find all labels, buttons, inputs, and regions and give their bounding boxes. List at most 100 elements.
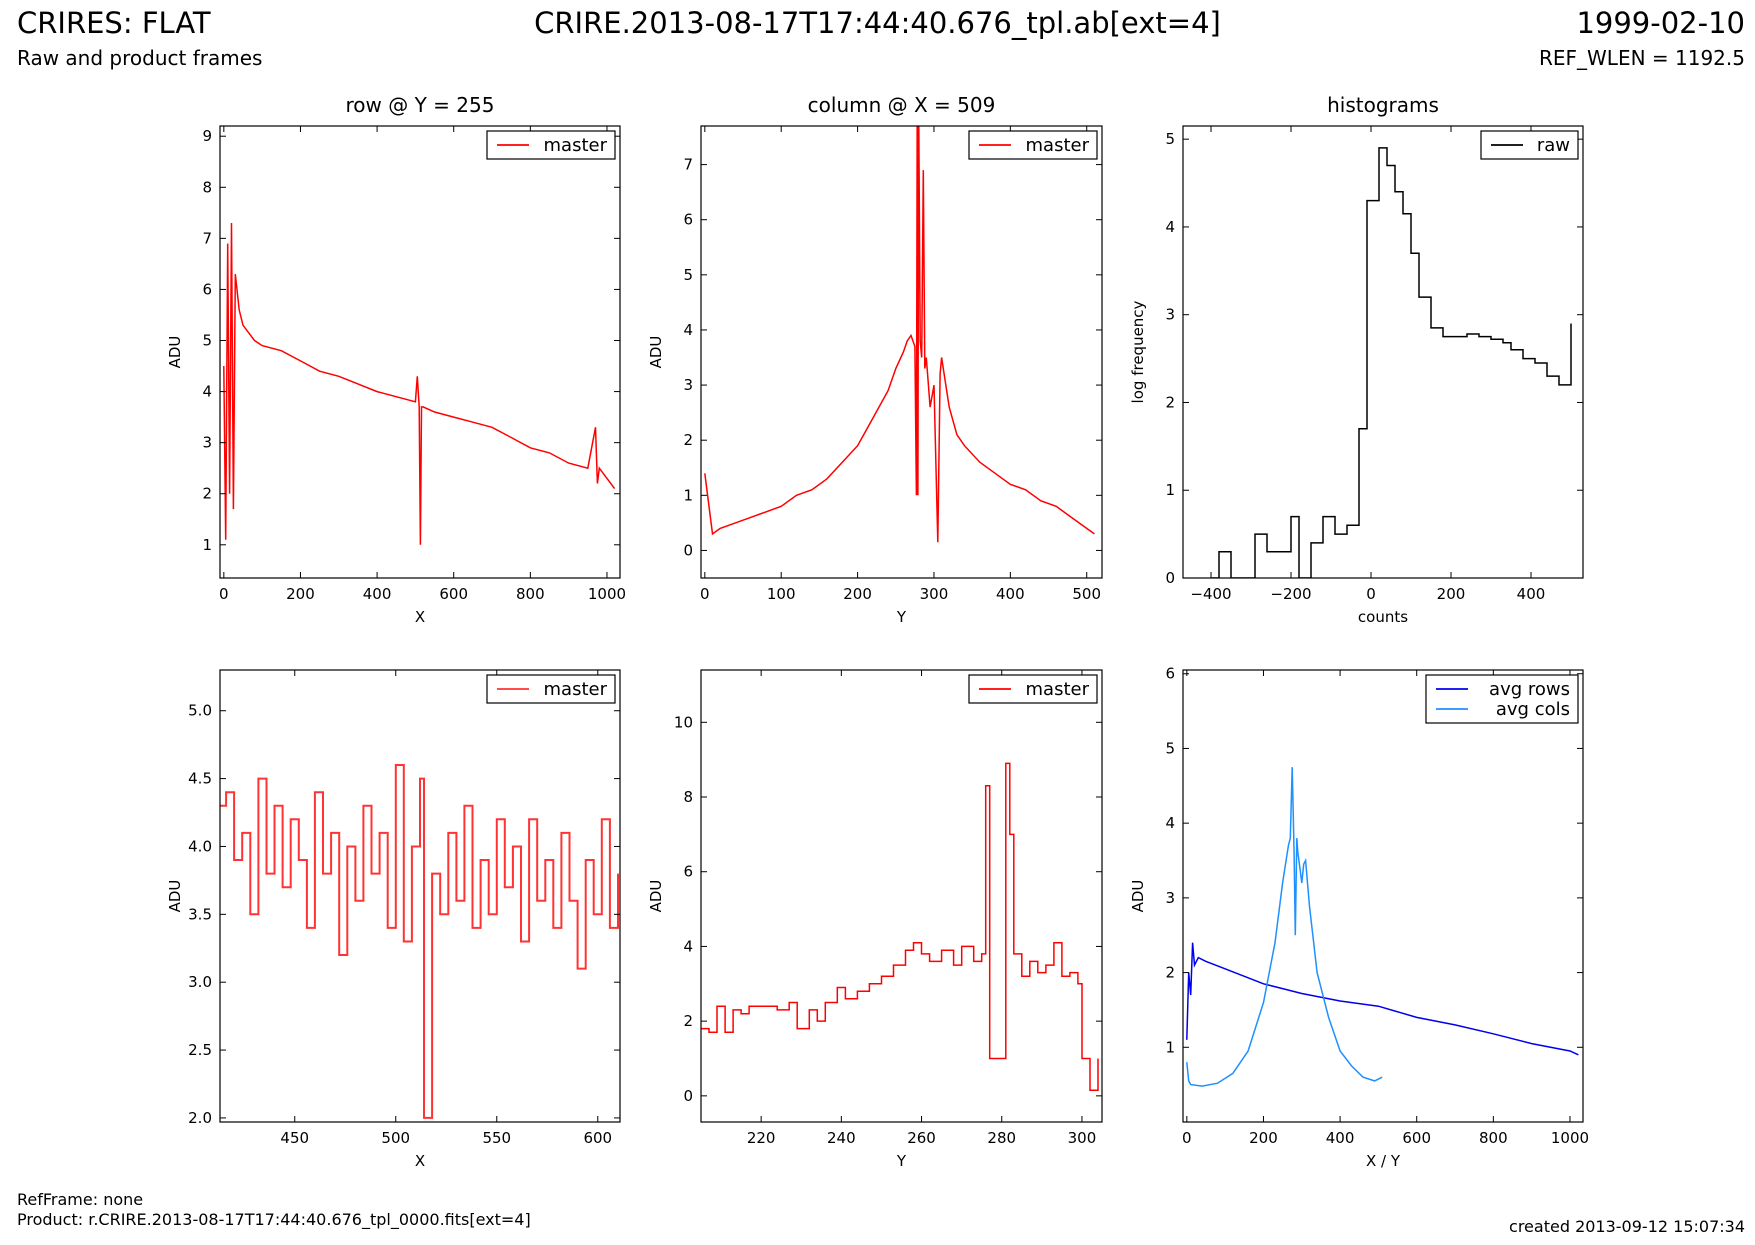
- x-tick-label: 300: [920, 585, 949, 603]
- y-tick-label: 4.5: [188, 770, 212, 788]
- x-tick-label: 600: [583, 1129, 612, 1147]
- x-axis-label: counts: [1358, 608, 1408, 626]
- y-tick-label: 2: [1165, 964, 1175, 982]
- x-tick-label: 100: [767, 585, 796, 603]
- y-tick-label: 10: [674, 713, 693, 731]
- x-tick-label: 0: [1366, 585, 1376, 603]
- y-tick-label: 1: [1165, 1038, 1175, 1056]
- x-tick-label: 500: [381, 1129, 410, 1147]
- chart-avg: 0 200 400 600 800 1000 1 2 3 4 5 6 X / Y ADU avg rowsa…: [1129, 665, 1589, 1170]
- y-tick-label: 0: [683, 541, 693, 559]
- x-tick-label: 1000: [588, 585, 626, 603]
- y-tick-label: 5: [202, 332, 212, 350]
- y-tick-label: 4: [683, 321, 693, 339]
- x-tick-label: 400: [363, 585, 392, 603]
- created-label: created 2013-09-12 15:07:34: [1509, 1217, 1745, 1236]
- x-tick-label: 0: [219, 585, 229, 603]
- y-tick-label: 5.0: [188, 702, 212, 720]
- y-tick-label: 2: [683, 431, 693, 449]
- legend-label: avg cols: [1496, 699, 1570, 720]
- legend-label: avg rows: [1489, 679, 1570, 700]
- y-tick-label: 0: [1165, 569, 1175, 587]
- series-line-raw: [1211, 147, 1572, 578]
- y-tick-label: 2.5: [188, 1041, 212, 1059]
- x-tick-label: 200: [1249, 1129, 1278, 1147]
- chart-histograms: −400 −200 0 200 400 0 1 2 3 4 5 counts log frequency…: [1129, 93, 1584, 626]
- y-axis-label: log frequency: [1129, 300, 1147, 403]
- y-tick-label: 5: [1165, 130, 1175, 148]
- y-tick-label: 6: [683, 863, 693, 881]
- series-line-master: [701, 762, 1099, 1091]
- y-tick-label: 6: [202, 280, 212, 298]
- y-tick-label: 5: [683, 266, 693, 284]
- legend: master: [968, 130, 1098, 160]
- y-tick-label: 9: [202, 127, 212, 145]
- x-axis-label: X / Y: [1366, 1152, 1401, 1170]
- y-axis-label: ADU: [1129, 880, 1147, 913]
- x-tick-label: 300: [1068, 1129, 1097, 1147]
- legend-label: master: [1026, 679, 1090, 700]
- x-tick-label: 600: [439, 585, 468, 603]
- legend-label: raw: [1537, 135, 1570, 156]
- y-axis-label: ADU: [166, 336, 184, 369]
- y-tick-label: 0: [683, 1087, 693, 1105]
- x-tick-label: 0: [1182, 1129, 1192, 1147]
- y-tick-label: 3: [202, 434, 212, 452]
- series-line-master: [704, 126, 1095, 543]
- x-axis-label: X: [415, 1152, 425, 1170]
- legend-label: master: [544, 679, 608, 700]
- y-tick-label: 3: [683, 376, 693, 394]
- series-line-master: [223, 222, 616, 545]
- x-tick-label: 0: [700, 585, 710, 603]
- legend: master: [486, 130, 616, 160]
- y-axis-label: ADU: [647, 336, 665, 369]
- x-tick-label: 200: [286, 585, 315, 603]
- chart-row-zoom: 450 500 550 600 2.0 2.5 3.0 3.5 4.0 4.5 5.0 X ADU mas…: [166, 669, 621, 1170]
- x-tick-label: 500: [1072, 585, 1101, 603]
- plot-frame: [219, 125, 621, 579]
- y-tick-label: 6: [683, 211, 693, 229]
- chart-title: row @ Y = 255: [346, 93, 495, 117]
- x-tick-label: −200: [1270, 585, 1311, 603]
- x-axis-label: X: [415, 608, 425, 626]
- legend-label: master: [544, 135, 608, 156]
- file-title: CRIRE.2013-08-17T17:44:40.676_tpl.ab[ext…: [534, 6, 1221, 40]
- x-tick-label: 800: [516, 585, 545, 603]
- x-tick-label: 400: [1326, 1129, 1355, 1147]
- x-tick-label: 200: [843, 585, 872, 603]
- x-axis-label: Y: [896, 608, 907, 626]
- y-tick-label: 6: [1165, 665, 1175, 683]
- y-axis-label: ADU: [166, 880, 184, 913]
- y-tick-label: 7: [683, 156, 693, 174]
- series-line-avg-cols: [1186, 767, 1383, 1087]
- x-axis-label: Y: [896, 1152, 907, 1170]
- y-tick-label: 3: [1165, 889, 1175, 907]
- y-tick-label: 4: [1165, 218, 1175, 236]
- x-tick-label: 1000: [1551, 1129, 1589, 1147]
- series-line-avg-rows: [1186, 942, 1579, 1056]
- x-tick-label: 450: [280, 1129, 309, 1147]
- plot-frame: [1182, 669, 1584, 1123]
- chart-column: 0 100 200 300 400 500 0 1 2 3 4 5 6 7 Y ADU column @ X =…: [647, 93, 1103, 626]
- x-tick-label: 400: [1517, 585, 1546, 603]
- y-tick-label: 3: [1165, 306, 1175, 324]
- series-line-master: [220, 764, 619, 1119]
- y-axis-label: ADU: [647, 880, 665, 913]
- x-tick-label: 280: [987, 1129, 1016, 1147]
- y-tick-label: 3.0: [188, 973, 212, 991]
- figure-title: CRIRES: FLAT: [17, 6, 211, 40]
- y-tick-label: 5: [1165, 739, 1175, 757]
- plot-frame: [1182, 125, 1584, 579]
- legend-box: [968, 130, 1098, 160]
- y-tick-label: 1: [202, 536, 212, 554]
- legend: master: [486, 674, 616, 704]
- plot-frame: [700, 125, 1103, 579]
- x-tick-label: 220: [747, 1129, 776, 1147]
- y-tick-label: 8: [202, 178, 212, 196]
- y-tick-label: 2: [1165, 393, 1175, 411]
- y-tick-label: 1: [1165, 481, 1175, 499]
- x-tick-label: −400: [1190, 585, 1231, 603]
- y-tick-label: 3.5: [188, 905, 212, 923]
- legend: master: [968, 674, 1098, 704]
